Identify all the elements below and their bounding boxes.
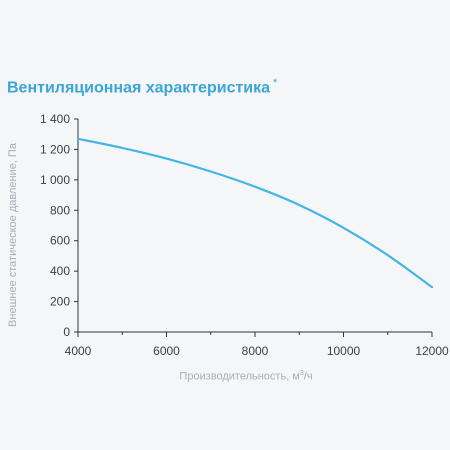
x-axis-label: Производительность, м3/ч [179,370,312,383]
x-tick-label: 10000 [327,344,361,358]
x-tick-label: 4000 [65,344,92,358]
y-tick-label: 1 400 [40,112,70,126]
y-tick-label: 1 200 [40,142,70,156]
x-axis-label-suffix: /ч [303,370,313,383]
x-tick-label: 8000 [242,344,269,358]
series-line [76,137,434,289]
x-axis-label-text: Производительность, м [179,370,300,383]
x-axis-label-superscript: 3 [299,370,304,377]
chart-title-footnote-mark: * [273,77,278,89]
y-tick-label: 200 [50,295,70,309]
chart-title-text: Вентиляционная характеристика [7,79,271,97]
x-tick-label: 12000 [415,344,449,358]
y-tick-label: 600 [50,234,70,248]
y-tick-label: 0 [63,325,70,339]
chart-title: Вентиляционная характеристика * [7,77,277,97]
y-tick-label: 1 000 [40,173,70,187]
y-tick-label: 400 [50,264,70,278]
y-tick-label: 800 [50,203,70,217]
x-tick-label: 6000 [153,344,180,358]
